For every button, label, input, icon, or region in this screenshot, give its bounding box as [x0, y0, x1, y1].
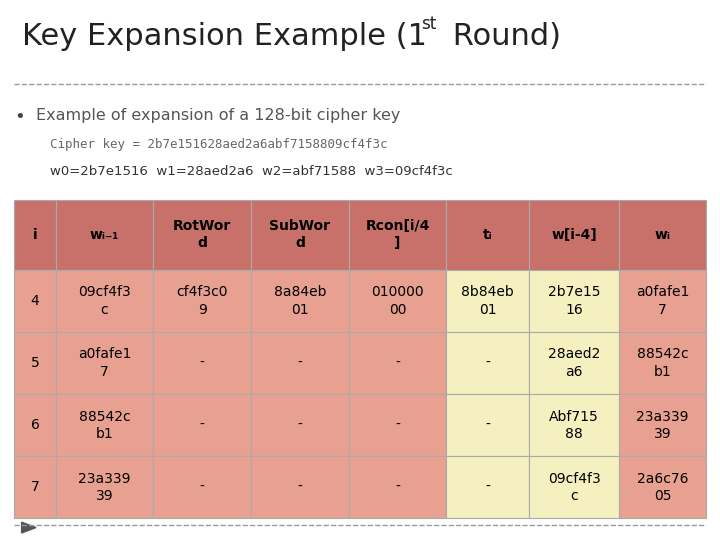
Text: cf4f3c0
9: cf4f3c0 9	[176, 285, 228, 316]
Text: 2a6c76
05: 2a6c76 05	[636, 471, 688, 503]
Text: 2b7e15
16: 2b7e15 16	[548, 285, 600, 316]
Text: 28aed2
a6: 28aed2 a6	[548, 347, 600, 379]
Bar	[619, 456, 706, 518]
Bar	[619, 332, 706, 394]
Text: a0fafe1
7: a0fafe1 7	[636, 285, 689, 316]
Bar	[55, 270, 153, 332]
Text: Cipher key = 2b7e151628aed2a6abf7158809cf4f3c: Cipher key = 2b7e151628aed2a6abf7158809c…	[50, 138, 388, 151]
Text: Round): Round)	[443, 22, 561, 51]
Text: wᵢ₋₁: wᵢ₋₁	[90, 228, 120, 242]
Bar	[348, 332, 446, 394]
Bar	[14, 270, 55, 332]
Text: 8b84eb
01: 8b84eb 01	[462, 285, 514, 316]
Bar	[153, 332, 251, 394]
Text: Example of expansion of a 128-bit cipher key: Example of expansion of a 128-bit cipher…	[36, 108, 400, 123]
Bar	[348, 456, 446, 518]
Text: st: st	[421, 15, 436, 33]
Bar	[153, 394, 251, 456]
Text: 7: 7	[31, 481, 40, 494]
Bar	[14, 394, 55, 456]
Bar	[153, 270, 251, 332]
Text: 23a339
39: 23a339 39	[636, 409, 688, 441]
Bar	[529, 270, 619, 332]
Bar	[446, 270, 529, 332]
Text: Key Expansion Example (1: Key Expansion Example (1	[22, 22, 426, 51]
Text: -: -	[395, 356, 400, 370]
Text: tᵢ: tᵢ	[483, 228, 492, 242]
Bar	[619, 200, 706, 270]
Text: 010000
00: 010000 00	[372, 285, 424, 316]
Text: 09cf4f3
c: 09cf4f3 c	[548, 471, 600, 503]
Bar	[153, 456, 251, 518]
Bar	[348, 394, 446, 456]
Text: wᵢ: wᵢ	[654, 228, 670, 242]
Bar	[251, 456, 348, 518]
Text: RotWor
d: RotWor d	[173, 219, 231, 251]
Text: -: -	[297, 356, 302, 370]
Bar	[153, 200, 251, 270]
Text: SubWor
d: SubWor d	[269, 219, 330, 251]
Bar	[251, 270, 348, 332]
Bar	[14, 456, 55, 518]
Bar	[251, 394, 348, 456]
Bar	[251, 200, 348, 270]
Bar	[55, 332, 153, 394]
Text: 09cf4f3
c: 09cf4f3 c	[78, 285, 131, 316]
Text: 5: 5	[31, 356, 40, 370]
Bar	[14, 200, 55, 270]
Bar	[529, 394, 619, 456]
Text: 23a339
39: 23a339 39	[78, 471, 131, 503]
Text: w[i-4]: w[i-4]	[552, 228, 597, 242]
Text: -: -	[199, 356, 204, 370]
Text: -: -	[485, 356, 490, 370]
Text: -: -	[395, 418, 400, 432]
Bar	[348, 270, 446, 332]
Bar	[55, 394, 153, 456]
Bar	[251, 332, 348, 394]
Text: 6: 6	[31, 418, 40, 432]
Text: -: -	[485, 481, 490, 494]
Text: Abf715
88: Abf715 88	[549, 409, 599, 441]
Polygon shape	[22, 522, 36, 533]
Text: i: i	[32, 228, 37, 242]
Bar	[55, 456, 153, 518]
Bar	[529, 332, 619, 394]
Bar	[55, 200, 153, 270]
Text: -: -	[199, 418, 204, 432]
Text: -: -	[199, 481, 204, 494]
Text: 88542c
b1: 88542c b1	[78, 409, 130, 441]
Text: -: -	[297, 481, 302, 494]
Bar	[446, 332, 529, 394]
Bar	[348, 200, 446, 270]
Bar	[619, 270, 706, 332]
Text: 4: 4	[31, 294, 40, 308]
Text: -: -	[485, 418, 490, 432]
Text: •: •	[14, 108, 25, 126]
Bar	[619, 394, 706, 456]
Bar	[446, 456, 529, 518]
Bar	[446, 200, 529, 270]
Bar	[446, 394, 529, 456]
Text: 88542c
b1: 88542c b1	[636, 347, 688, 379]
Bar	[14, 332, 55, 394]
Text: w0=2b7e1516  w1=28aed2a6  w2=abf71588  w3=09cf4f3c: w0=2b7e1516 w1=28aed2a6 w2=abf71588 w3=0…	[50, 165, 453, 178]
Text: -: -	[297, 418, 302, 432]
Text: a0fafe1
7: a0fafe1 7	[78, 347, 131, 379]
Text: Rcon[i/4
]: Rcon[i/4 ]	[365, 219, 430, 251]
Text: -: -	[395, 481, 400, 494]
Bar	[529, 456, 619, 518]
Bar	[529, 200, 619, 270]
Text: 8a84eb
01: 8a84eb 01	[274, 285, 326, 316]
